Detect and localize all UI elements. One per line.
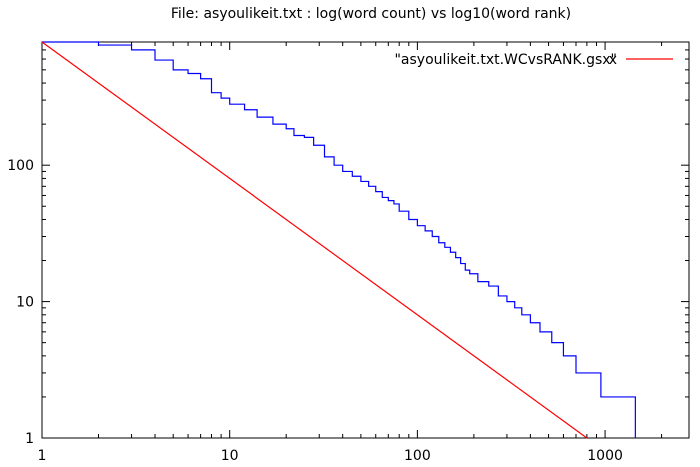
x-tick-label-1: 10 [221, 448, 239, 464]
series-line-1 [41, 41, 588, 439]
y-tick-label-0: 1 [25, 431, 34, 447]
legend-label-1: x [609, 52, 617, 68]
y-tick-label-1: 10 [16, 295, 34, 311]
x-tick-label-3: 1000 [587, 448, 623, 464]
legend: "asyoulikeit.txt.WCvsRANK.gsx"x [394, 52, 673, 68]
plot-border [41, 41, 690, 439]
legend-label-0: "asyoulikeit.txt.WCvsRANK.gsx" [394, 52, 617, 68]
x-tick-label-0: 1 [38, 448, 47, 464]
series-group [41, 41, 636, 439]
y-tick-label-2: 100 [7, 158, 34, 174]
chart-title: File: asyoulikeit.txt : log(word count) … [171, 6, 571, 22]
x-tick-label-2: 100 [404, 448, 431, 464]
axis-ticks: 1 10 100 1000 1 10 100 [7, 41, 689, 464]
series-line-0 [42, 41, 636, 438]
